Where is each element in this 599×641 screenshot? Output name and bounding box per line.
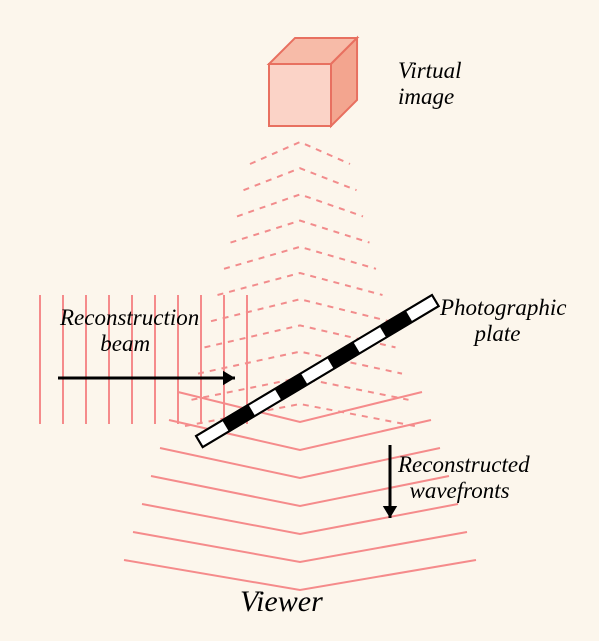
reconstructed-wavefronts-label: Reconstructed wavefronts [398, 452, 530, 505]
photographic-plate-label: Photographic plate [440, 295, 567, 348]
reconstruction-beam-label: Reconstruction beam [60, 305, 199, 358]
cube-front [269, 64, 331, 126]
viewer-label: Viewer [240, 585, 323, 620]
virtual-image-label: Virtual image [398, 58, 461, 111]
